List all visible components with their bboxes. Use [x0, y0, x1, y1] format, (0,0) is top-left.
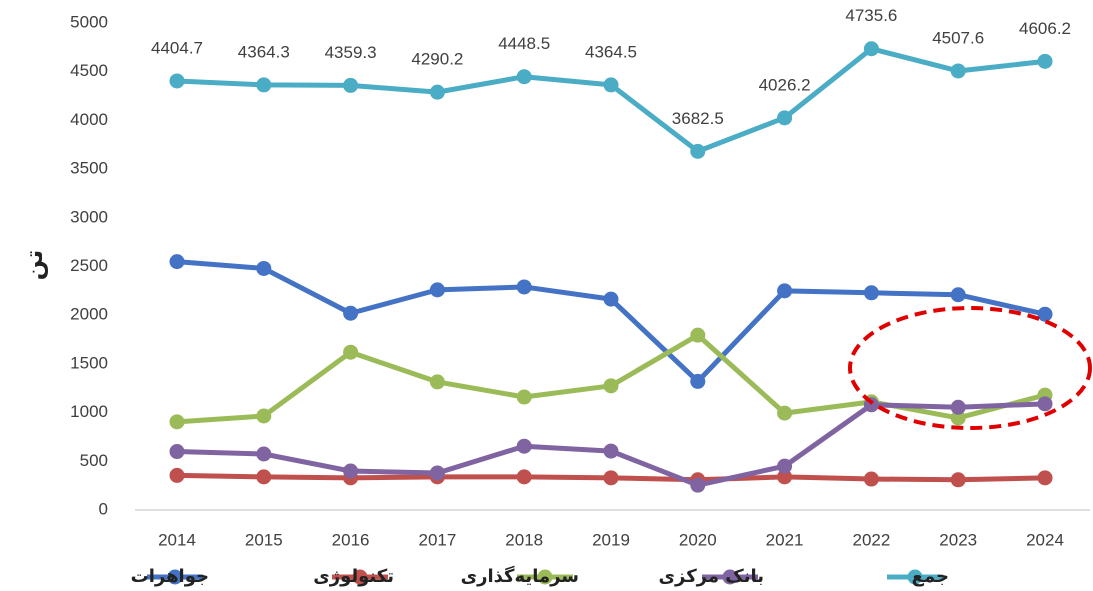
series-marker — [256, 469, 271, 484]
series-marker — [777, 283, 792, 298]
y-tick-label: 2000 — [70, 305, 108, 324]
plot-area: 4404.7 4364.3 4359.3 4290.2 4448.5 4364.5 3682… — [151, 6, 1071, 492]
y-tick-label: 4500 — [70, 61, 108, 80]
series-marker — [170, 468, 185, 483]
data-label: 4359.3 — [325, 43, 377, 62]
x-tick-label: 2018 — [505, 530, 543, 549]
series-marker — [256, 409, 271, 424]
series-marker — [690, 144, 705, 159]
series-marker — [343, 78, 358, 93]
series-marker — [430, 85, 445, 100]
legend-label: جواهرات — [131, 566, 209, 587]
series-marker — [690, 328, 705, 343]
series-marker — [690, 478, 705, 493]
data-label: 4735.6 — [845, 6, 897, 25]
series-marker — [170, 73, 185, 88]
series-marker — [951, 63, 966, 78]
series-marker — [517, 469, 532, 484]
y-tick-label: 3500 — [70, 159, 108, 178]
y-tick-label: 1500 — [70, 353, 108, 372]
series-marker — [1038, 470, 1053, 485]
data-label: 4448.5 — [498, 34, 550, 53]
y-tick-label: 0 — [99, 499, 108, 518]
legend-label: تکنولوژی — [313, 566, 394, 587]
series-marker — [864, 41, 879, 56]
series-marker — [430, 465, 445, 480]
series-marker — [343, 345, 358, 360]
series-marker — [1038, 307, 1053, 322]
series-marker — [170, 414, 185, 429]
series-marker — [170, 444, 185, 459]
y-tick-label: 4000 — [70, 110, 108, 129]
data-label: 4364.5 — [585, 42, 637, 61]
x-tick-label: 2021 — [766, 530, 804, 549]
series-marker — [951, 400, 966, 415]
series-marker — [430, 374, 445, 389]
highlight-ellipse — [850, 308, 1090, 428]
y-tick-label: 5000 — [70, 12, 108, 31]
series-marker — [343, 464, 358, 479]
series-marker — [256, 261, 271, 276]
series-marker — [604, 378, 619, 393]
series-marker — [777, 110, 792, 125]
y-tick-label: 2500 — [70, 256, 108, 275]
data-label: 4404.7 — [151, 38, 203, 57]
series-marker — [951, 472, 966, 487]
series-marker — [604, 444, 619, 459]
series-marker — [604, 77, 619, 92]
x-tick-label: 2022 — [852, 530, 890, 549]
y-tick-label: 1000 — [70, 402, 108, 421]
x-tick-label: 2016 — [332, 530, 370, 549]
x-tick-label: 2019 — [592, 530, 630, 549]
series-marker — [1038, 396, 1053, 411]
legend-label: جمع — [912, 566, 949, 587]
series-marker — [864, 285, 879, 300]
y-tick-label: 500 — [80, 451, 108, 470]
series-marker — [604, 470, 619, 485]
data-label: 3682.5 — [672, 109, 724, 128]
series-marker — [1038, 54, 1053, 69]
data-label: 4026.2 — [759, 75, 811, 94]
chart: تن 4404.7 4364.3 4359.3 4290.2 4448.5 4364.5 3… — [0, 0, 1093, 591]
series-marker — [951, 287, 966, 302]
series-marker — [517, 439, 532, 454]
series-marker — [864, 472, 879, 487]
series-marker — [690, 374, 705, 389]
y-axis-label: تن — [20, 250, 48, 281]
series-marker — [517, 69, 532, 84]
x-tick-label: 2023 — [939, 530, 977, 549]
y-tick-label: 3000 — [70, 207, 108, 226]
series-marker — [604, 292, 619, 307]
series-marker — [777, 406, 792, 421]
data-label: 4290.2 — [411, 50, 463, 69]
series-marker — [256, 77, 271, 92]
series-marker — [430, 282, 445, 297]
series-marker — [517, 390, 532, 405]
x-tick-label: 2015 — [245, 530, 283, 549]
x-tick-label: 2020 — [679, 530, 717, 549]
x-tick-label: 2024 — [1026, 530, 1064, 549]
data-label: 4507.6 — [932, 28, 984, 47]
series-marker — [170, 254, 185, 269]
series-marker — [343, 306, 358, 321]
series-line — [177, 262, 1045, 382]
legend-label: بانک مرکزی — [659, 566, 764, 587]
legend-label: سرمایه‌گذاری — [461, 565, 579, 587]
series-marker — [777, 459, 792, 474]
series-marker — [256, 446, 271, 461]
x-tick-label: 2014 — [158, 530, 196, 549]
x-tick-label: 2017 — [418, 530, 456, 549]
data-label: 4364.3 — [238, 42, 290, 61]
series-marker — [517, 279, 532, 294]
data-label: 4606.2 — [1019, 19, 1071, 38]
series-line — [177, 49, 1045, 152]
